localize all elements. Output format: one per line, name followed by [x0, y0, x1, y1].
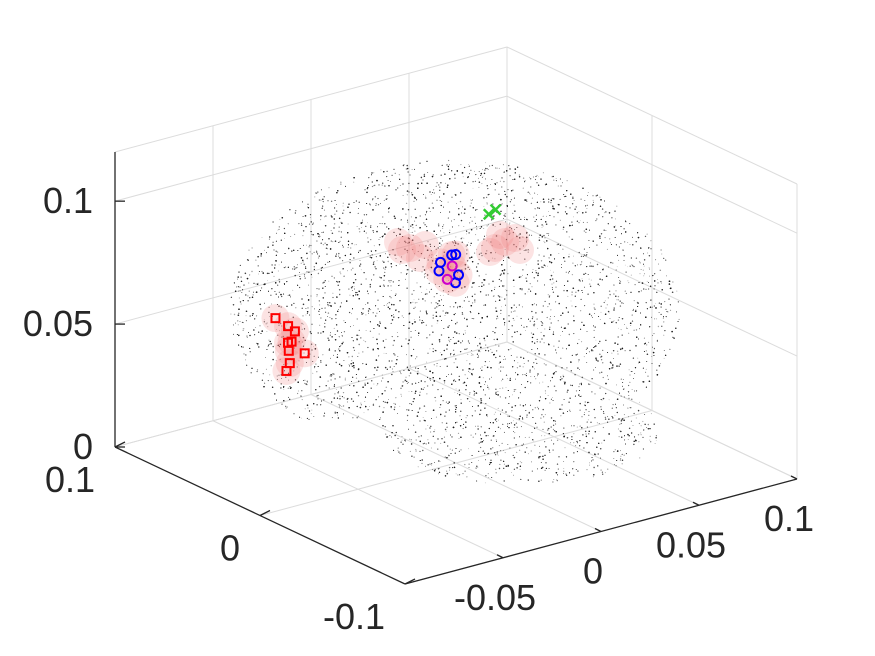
- grid-line: [114, 341, 508, 448]
- brain-point: [524, 258, 526, 260]
- activation-blob: [491, 228, 519, 256]
- x-marker-stroke: [482, 208, 495, 221]
- x-tick: [594, 527, 602, 533]
- activation-blob: [501, 224, 529, 252]
- activation-blob: [274, 312, 303, 341]
- x-tick: [790, 475, 798, 480]
- brain-point-cloud: [230, 159, 680, 484]
- grid-line: [506, 341, 798, 480]
- y-tick: [259, 509, 271, 517]
- x-tick-label: 0: [583, 551, 603, 592]
- circle-marker: [433, 265, 445, 277]
- activation-blob: [481, 234, 509, 262]
- square-marker: [281, 365, 292, 376]
- activation-blob: [486, 221, 514, 249]
- square-marker: [289, 326, 300, 337]
- z-tick-label: 0: [73, 426, 93, 467]
- z-tick-label: 0.05: [23, 303, 93, 344]
- x-tick: [496, 554, 504, 559]
- y-tick-label: 0.1: [45, 459, 95, 500]
- circle-marker: [450, 249, 462, 261]
- z-tick-label: 0.1: [43, 180, 93, 221]
- circle-marker: [446, 260, 458, 272]
- circle-marker: [441, 273, 453, 285]
- activation-blob: [438, 252, 467, 281]
- x-tick-label: 0.05: [656, 524, 726, 565]
- y-tick-label: 0: [220, 528, 240, 569]
- activation-blob: [406, 244, 434, 272]
- box-edge: [506, 46, 798, 185]
- grid-line: [114, 95, 508, 202]
- activation-blob: [384, 228, 412, 256]
- square-marker: [270, 313, 281, 324]
- x-marker-stroke: [489, 203, 502, 216]
- square-marker: [286, 336, 297, 347]
- grid-line: [506, 95, 798, 234]
- grid-line: [506, 218, 798, 357]
- x-tick-label: -0.05: [454, 577, 536, 618]
- x-tick: [692, 501, 700, 506]
- square-marker: [283, 345, 294, 356]
- activation-blob: [476, 238, 504, 266]
- x-tick-label: 0.1: [764, 498, 814, 539]
- y-tick: [114, 441, 126, 448]
- activation-blob: [274, 336, 303, 365]
- activation-blob: [396, 234, 424, 262]
- x-marker: [482, 208, 495, 221]
- y-tick: [404, 578, 416, 585]
- activation-blobs: [261, 221, 534, 385]
- axes: [114, 152, 798, 585]
- activation-blob: [425, 256, 453, 285]
- activation-blob: [506, 236, 534, 264]
- circle-marker: [446, 249, 458, 261]
- activation-blob: [388, 236, 416, 264]
- square-marker: [283, 321, 294, 332]
- grid-line: [259, 410, 653, 516]
- x-marker: [489, 203, 502, 216]
- activation-blob: [290, 339, 319, 368]
- box-edge: [114, 46, 508, 153]
- grid-line: [114, 218, 508, 325]
- series-markers: [270, 203, 502, 376]
- y-tick-label: -0.1: [323, 596, 385, 637]
- activation-blob: [411, 231, 439, 259]
- activation-blob: [261, 304, 290, 333]
- square-marker: [299, 348, 310, 359]
